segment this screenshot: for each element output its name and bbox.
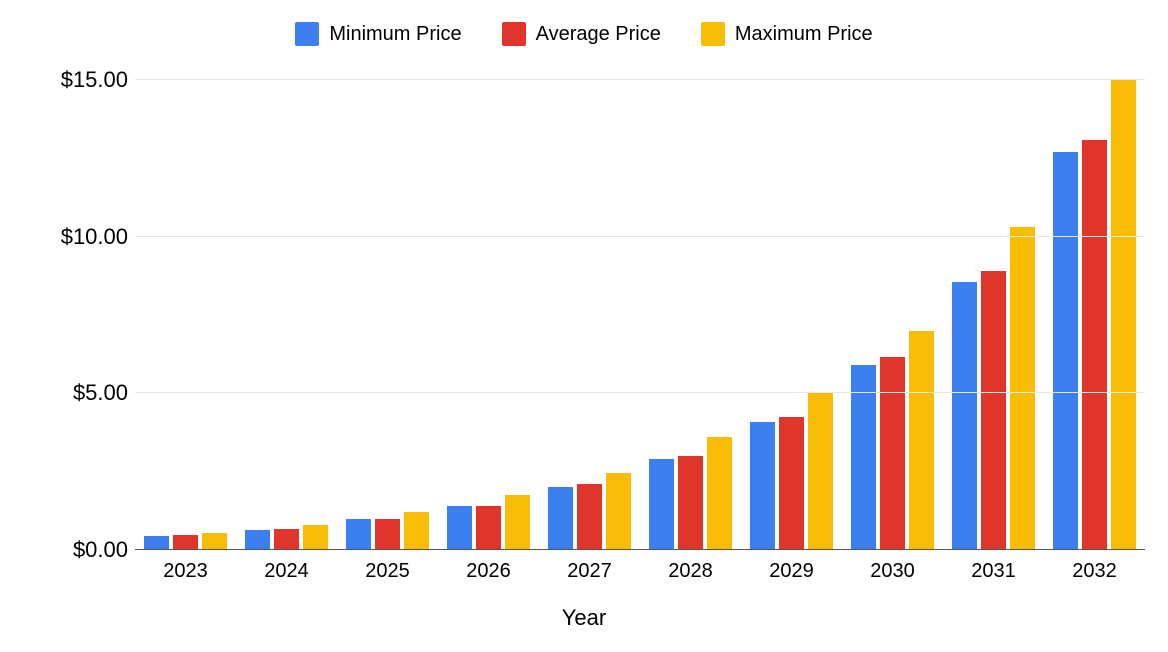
x-axis-label: 2026 — [466, 560, 511, 583]
bar — [447, 506, 472, 550]
y-axis-label: $15.00 — [18, 67, 128, 93]
x-axis-label: 2025 — [365, 560, 410, 583]
y-axis-label: $0.00 — [18, 537, 128, 563]
bar — [144, 536, 169, 550]
bar — [981, 271, 1006, 550]
bar — [346, 519, 371, 550]
x-axis-label: 2029 — [769, 560, 814, 583]
legend-label: Average Price — [536, 23, 661, 46]
bar — [779, 417, 804, 550]
x-axis-title: Year — [0, 605, 1168, 631]
plot-area — [135, 80, 1145, 550]
x-axis-label: 2030 — [870, 560, 915, 583]
bar — [952, 282, 977, 550]
legend-swatch — [701, 22, 725, 46]
bar — [678, 456, 703, 550]
legend-swatch — [295, 22, 319, 46]
bar — [303, 525, 328, 550]
bar — [880, 357, 905, 550]
legend-swatch — [502, 22, 526, 46]
x-axis-label: 2023 — [163, 560, 208, 583]
bar — [548, 487, 573, 550]
bar — [274, 529, 299, 550]
bar — [750, 422, 775, 550]
x-axis-label: 2027 — [567, 560, 612, 583]
x-axis-label: 2032 — [1072, 560, 1117, 583]
x-axis-label: 2024 — [264, 560, 309, 583]
gridline — [135, 79, 1145, 80]
bar — [1111, 80, 1136, 550]
bar — [606, 473, 631, 550]
bar — [505, 495, 530, 550]
bar — [1010, 227, 1035, 550]
bar — [808, 393, 833, 550]
bar — [202, 533, 227, 550]
gridline — [135, 236, 1145, 237]
bar — [476, 506, 501, 550]
y-axis-label: $10.00 — [18, 224, 128, 250]
legend-item: Average Price — [502, 22, 661, 46]
legend-label: Minimum Price — [329, 23, 461, 46]
bar — [173, 535, 198, 550]
gridline — [135, 392, 1145, 393]
legend-label: Maximum Price — [735, 23, 873, 46]
legend: Minimum Price Average Price Maximum Price — [0, 22, 1168, 46]
bar — [375, 519, 400, 550]
legend-item: Maximum Price — [701, 22, 873, 46]
legend-item: Minimum Price — [295, 22, 461, 46]
bar — [649, 459, 674, 550]
x-axis-label: 2028 — [668, 560, 713, 583]
bar — [577, 484, 602, 550]
bar — [707, 437, 732, 550]
x-axis-line — [135, 549, 1145, 550]
bars-layer — [135, 80, 1145, 550]
bar — [245, 530, 270, 550]
bar — [1053, 152, 1078, 550]
bar — [404, 512, 429, 550]
y-axis-label: $5.00 — [18, 380, 128, 406]
price-forecast-chart: Minimum PriceAverage PriceMaximum Price … — [0, 0, 1168, 652]
bar — [1082, 140, 1107, 550]
bar — [909, 331, 934, 550]
x-axis-label: 2031 — [971, 560, 1016, 583]
